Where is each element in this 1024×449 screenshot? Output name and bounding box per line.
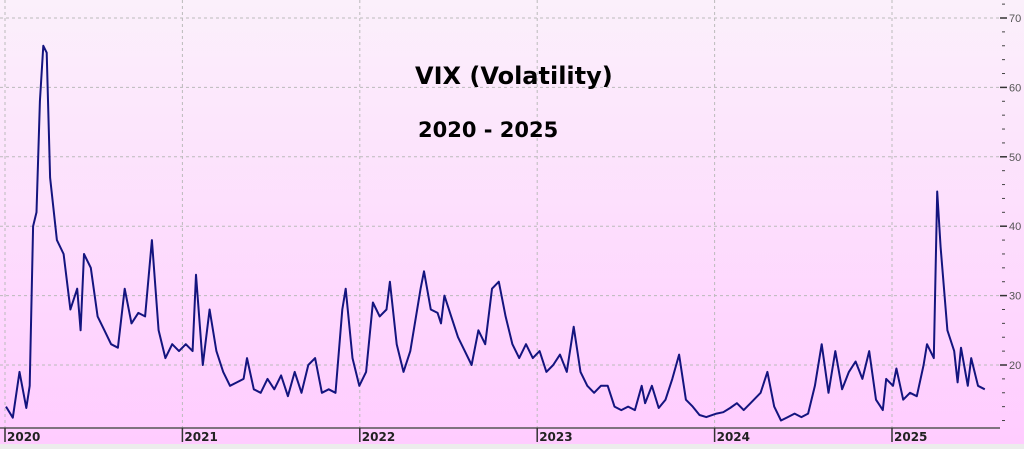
chart-subtitle: 2020 - 2025 (418, 118, 559, 142)
x-tick-label: 2022 (362, 430, 395, 444)
gridlines (0, 0, 1000, 428)
y-axis: 20 30 40 50 60 70 (1000, 3, 1021, 422)
y-tick-label: 20 (1009, 360, 1021, 372)
x-tick-label: 2025 (894, 430, 927, 444)
chart-title: VIX (Volatility) (415, 62, 613, 90)
x-axis: 2020 2021 2022 2023 2024 2025 (0, 427, 1000, 444)
x-tick-label: 2023 (539, 430, 572, 444)
x-tick-label: 2021 (184, 430, 217, 444)
x-tick-label: 2024 (717, 430, 750, 444)
y-tick-label: 50 (1009, 152, 1021, 164)
y-tick-label: 40 (1009, 221, 1021, 233)
y-tick-label: 30 (1009, 291, 1021, 303)
y-tick-label: 70 (1009, 13, 1021, 25)
bottom-toolbar-strip (0, 444, 1024, 449)
y-tick-label: 60 (1009, 82, 1021, 94)
vix-series-line (5, 44, 986, 422)
x-tick-label: 2020 (7, 430, 40, 444)
